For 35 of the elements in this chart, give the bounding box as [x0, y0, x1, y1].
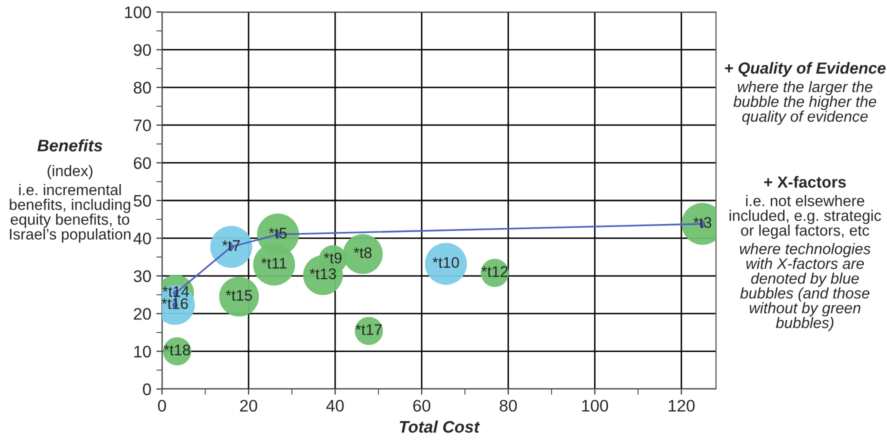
annotation: *t8 [354, 247, 372, 258]
x-tick-label: 120 [668, 400, 695, 412]
y-tick-label: 0 [142, 383, 151, 396]
text: where the larger the bubble the higher the quality of evidence [733, 81, 876, 125]
annotation: *t10 [432, 257, 459, 268]
text: + Quality of Evidence [724, 62, 886, 77]
text: + X-factors [764, 176, 846, 188]
annotation: *t18 [164, 344, 190, 356]
y-tick-label: 100 [125, 6, 151, 18]
x-tick-label: 40 [326, 400, 344, 412]
x-tick-label: 60 [413, 400, 430, 412]
text: where technologies with X-factors are denoted by blue bubbles (and those without by green bubbles) [740, 243, 871, 332]
x-axis-title: Total Cost [400, 420, 480, 433]
y-tick-label: 90 [134, 44, 151, 56]
y-tick-label: 10 [134, 346, 151, 358]
y-tick-label: 50 [134, 194, 151, 207]
annotation: *t17 [356, 324, 382, 336]
annotation: *t9 [324, 252, 342, 264]
text: (index) [48, 165, 92, 180]
annotation: *t15 [226, 290, 252, 301]
y-tick-label: 20 [134, 308, 151, 320]
y-axis-title: Benefits [37, 139, 102, 152]
x-tick-label: 20 [240, 400, 258, 412]
annotation: *t12 [481, 266, 508, 277]
annotation: *t11 [261, 258, 286, 269]
x-tick-label: 100 [582, 400, 608, 412]
y-tick-label: 80 [134, 82, 151, 94]
y-tick-label: 60 [134, 157, 151, 170]
text: i.e. incremental benefits, including equity benefits, to Israel’s population [10, 184, 130, 243]
y-tick-label: 40 [133, 232, 151, 244]
y-tick-label: 30 [134, 270, 151, 282]
y-tick-label: 70 [134, 120, 151, 132]
x-tick-label: 0 [158, 400, 166, 412]
x-tick-label: 80 [500, 400, 517, 412]
annotation: *t13 [310, 268, 336, 280]
